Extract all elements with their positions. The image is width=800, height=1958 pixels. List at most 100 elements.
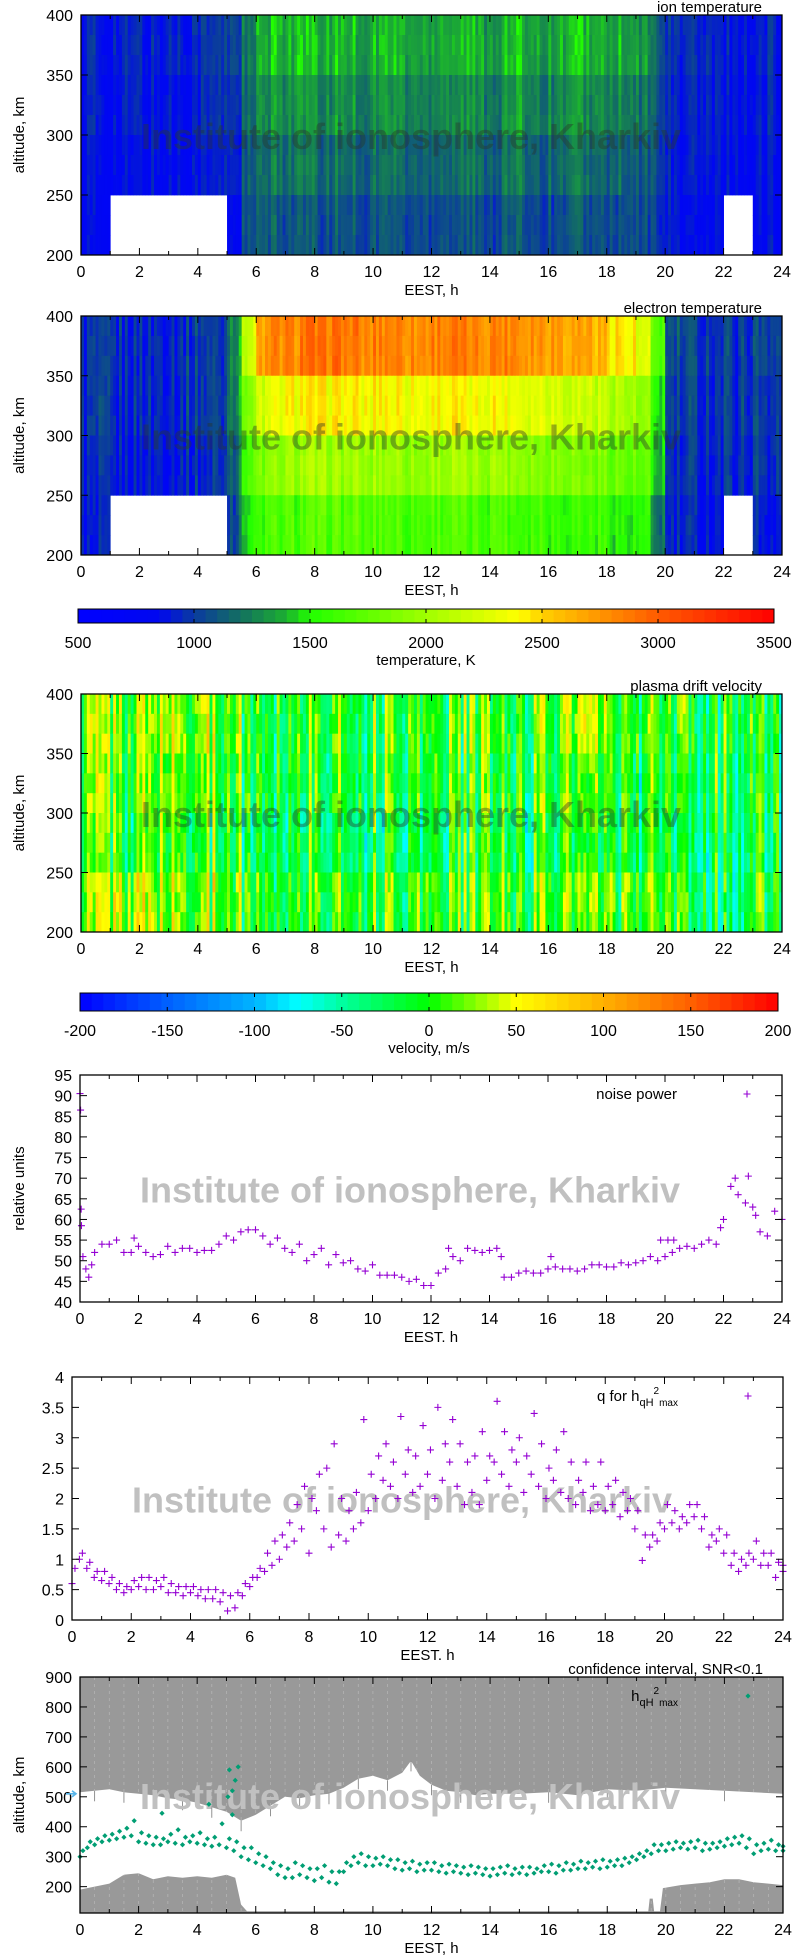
heatmap-cell [524, 435, 529, 456]
heatmap-cell [720, 455, 724, 476]
heatmap-cell [425, 475, 429, 496]
heatmap-cell [624, 355, 628, 377]
heatmap-cell [329, 455, 333, 476]
heatmap-cell [533, 455, 538, 476]
heatmap-cell [507, 215, 511, 236]
heatmap-cell [390, 395, 394, 416]
heatmap-cell [83, 115, 88, 136]
heatmap-cell [358, 316, 362, 337]
heatmap-cell [656, 15, 660, 36]
heatmap-cell [495, 55, 500, 76]
heatmap-cell [425, 195, 429, 216]
heatmap-cell [571, 375, 576, 397]
heatmap-cell [124, 355, 129, 377]
heatmap-cell [460, 15, 465, 36]
heatmap-cell [180, 15, 184, 36]
heatmap-cell [405, 355, 409, 377]
heatmap-cell [197, 15, 202, 36]
heatmap-cell [647, 35, 651, 56]
heatmap-cell [154, 55, 158, 76]
heatmap-cell [434, 316, 438, 337]
heatmap-cell [227, 235, 231, 256]
heatmap-cell [425, 435, 429, 456]
heatmap-cell [320, 335, 324, 357]
heatmap-cell [533, 15, 538, 36]
heatmap-cell [145, 355, 149, 377]
heatmap-cell [361, 435, 365, 456]
heatmap-cell [489, 395, 494, 416]
heatmap-cell [612, 115, 616, 136]
heatmap-cell [574, 395, 578, 416]
heatmap-cell [361, 355, 365, 377]
heatmap-cell [703, 35, 707, 56]
heatmap-cell [416, 455, 421, 476]
heatmap-cell [358, 355, 362, 377]
heatmap-cell [422, 475, 427, 496]
heatmap-cell [402, 175, 406, 196]
heatmap-cell [735, 155, 739, 176]
heatmap-cell [300, 115, 304, 136]
heatmap-cell [136, 355, 140, 377]
heatmap-cell [583, 316, 587, 337]
heatmap-cell [533, 115, 538, 136]
heatmap-cell [174, 375, 178, 397]
heatmap-cell [451, 195, 456, 216]
heatmap-cell [545, 115, 549, 136]
heatmap-cell [116, 375, 120, 397]
heatmap-cell [729, 335, 733, 357]
heatmap-cell [256, 35, 260, 56]
heatmap-cell [682, 235, 687, 256]
heatmap-cell [384, 135, 389, 156]
heatmap-cell [671, 235, 675, 256]
heatmap-cell [533, 35, 538, 56]
heatmap-cell [323, 175, 327, 196]
heatmap-cell [390, 135, 394, 156]
heatmap-cell [127, 175, 132, 196]
heatmap-cell [443, 316, 447, 337]
heatmap-cell [154, 115, 158, 136]
heatmap-cell [83, 335, 88, 357]
heatmap-cell [516, 435, 520, 456]
heatmap-cell [402, 395, 406, 416]
heatmap-cell [720, 316, 724, 337]
heatmap-cell [159, 435, 164, 456]
heatmap-cell [726, 175, 730, 196]
heatmap-cell [373, 155, 377, 176]
heatmap-cell [519, 455, 523, 476]
heatmap-cell [393, 175, 397, 196]
heatmap-cell [81, 475, 85, 496]
heatmap-cell [638, 316, 643, 337]
heatmap-cell [297, 15, 301, 36]
heatmap-cell [270, 115, 275, 136]
heatmap-cell [349, 75, 354, 96]
heatmap-cell [405, 175, 409, 196]
heatmap-cell [446, 415, 450, 436]
heatmap-cell [434, 115, 438, 136]
heatmap-cell [668, 155, 672, 176]
heatmap-cell [495, 15, 500, 36]
heatmap-cell [638, 195, 643, 216]
heatmap-cell [422, 395, 427, 416]
heatmap-cell [577, 455, 581, 476]
heatmap-cell [533, 75, 538, 96]
heatmap-cell [767, 55, 771, 76]
heatmap-cell [373, 415, 377, 436]
heatmap-cell [387, 395, 392, 416]
heatmap-cell [665, 395, 669, 416]
heatmap-cell [545, 475, 549, 496]
heatmap-cell [443, 355, 447, 377]
heatmap-cell [83, 495, 88, 516]
heatmap-cell [562, 15, 567, 36]
heatmap-cell [212, 355, 216, 377]
heatmap-cell [668, 55, 672, 76]
heatmap-cell [516, 335, 520, 357]
heatmap-cell [630, 415, 634, 436]
heatmap-cell [691, 195, 695, 216]
heatmap-cell [396, 95, 400, 116]
heatmap-cell [203, 355, 207, 377]
heatmap-cell [641, 155, 646, 176]
heatmap-cell [294, 335, 298, 357]
heatmap-cell [560, 395, 564, 416]
heatmap-cell [671, 435, 675, 456]
heatmap-cell [729, 95, 733, 116]
